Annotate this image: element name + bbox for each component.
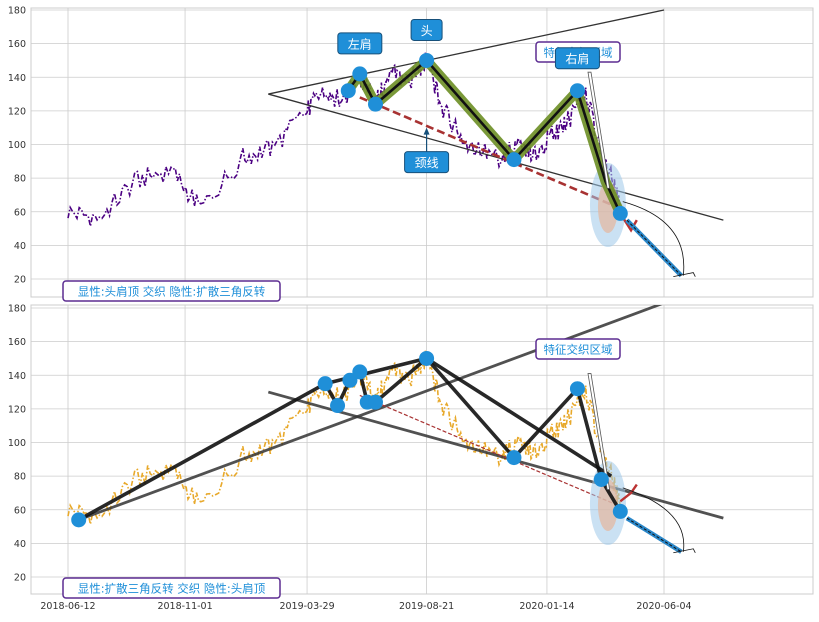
y-tick-label: 60 bbox=[14, 505, 26, 516]
pattern-node bbox=[506, 152, 522, 168]
pattern-label-text: 头 bbox=[421, 24, 433, 38]
x-tick-label: 2020-01-14 bbox=[519, 601, 574, 612]
chart-content bbox=[67, 9, 724, 278]
triangle-upper-line bbox=[268, 9, 665, 95]
y-tick-label: 100 bbox=[8, 438, 26, 449]
pattern-node bbox=[593, 471, 609, 487]
pattern-node bbox=[506, 450, 522, 466]
pattern-node bbox=[569, 381, 585, 397]
region-annotation-text: 特征交织区域 bbox=[544, 343, 613, 357]
projection-arc bbox=[622, 201, 685, 276]
pattern-summary-text: 显性:扩散三角反转 交织 隐性:头肩顶 bbox=[78, 582, 266, 596]
y-tick-label: 140 bbox=[8, 73, 26, 84]
region-annotation-box bbox=[535, 338, 621, 360]
pattern-label-text: 左肩 bbox=[348, 36, 372, 51]
y-tick-label: 40 bbox=[14, 539, 26, 550]
y-tick-label: 100 bbox=[8, 140, 26, 151]
neckline bbox=[359, 394, 621, 507]
pattern-label: 颈线 bbox=[404, 127, 450, 174]
y-tick-label: 40 bbox=[14, 241, 26, 252]
pattern-summary-box bbox=[62, 577, 281, 599]
pattern-node bbox=[419, 52, 435, 68]
pattern-node bbox=[317, 376, 333, 392]
x-tick-label: 2019-03-29 bbox=[279, 601, 334, 612]
y-tick-label: 140 bbox=[8, 371, 26, 382]
pattern-label-box bbox=[337, 32, 383, 55]
y-tick-label: 20 bbox=[14, 275, 26, 286]
triangle-lower-line bbox=[268, 93, 724, 221]
y-tick-label: 180 bbox=[8, 6, 26, 17]
pattern-node bbox=[342, 372, 358, 388]
pattern-summary-label: 显性:扩散三角反转 交织 隐性:头肩顶 bbox=[62, 577, 281, 599]
pattern-node bbox=[71, 512, 87, 528]
neckline-pointer-head bbox=[423, 127, 430, 135]
pattern-node bbox=[612, 205, 628, 221]
pattern-node bbox=[340, 83, 356, 99]
pattern-node bbox=[367, 96, 383, 112]
x-tick-label: 2019-08-21 bbox=[399, 601, 454, 612]
x-tick-label: 2018-11-01 bbox=[157, 601, 212, 612]
pattern-label: 左肩 bbox=[337, 32, 383, 55]
breakdown-segment bbox=[619, 483, 638, 503]
triangle-lower-line bbox=[267, 390, 724, 520]
region-pointer-arrow bbox=[587, 71, 611, 189]
pattern-label-box bbox=[554, 47, 600, 70]
pattern-label: 右肩 bbox=[554, 47, 600, 70]
pattern-node bbox=[612, 503, 628, 519]
projection-arc bbox=[622, 487, 685, 552]
projection-target-mark bbox=[673, 548, 696, 554]
y-tick-label: 20 bbox=[14, 573, 26, 584]
projection-line bbox=[626, 219, 682, 276]
y-tick-label: 80 bbox=[14, 472, 26, 483]
pattern-node bbox=[569, 83, 585, 99]
pattern-node bbox=[419, 350, 435, 366]
pattern-label-text: 右肩 bbox=[565, 51, 589, 66]
pattern-node bbox=[330, 398, 346, 414]
pattern-summary-label: 显性:头肩顶 交织 隐性:扩散三角反转 bbox=[62, 280, 281, 302]
y-tick-label: 60 bbox=[14, 207, 26, 218]
y-tick-label: 120 bbox=[8, 106, 26, 117]
feature-region-inner bbox=[597, 479, 618, 532]
projection-line bbox=[626, 517, 682, 553]
pattern-node bbox=[352, 364, 368, 380]
pattern-summary-text: 显性:头肩顶 交织 隐性:扩散三角反转 bbox=[78, 285, 266, 299]
y-tick-label: 80 bbox=[14, 174, 26, 185]
region-pointer-arrow bbox=[587, 373, 611, 490]
projection-target-mark bbox=[673, 272, 696, 278]
pattern-label: 头 bbox=[410, 18, 443, 41]
pattern-label-text: 颈线 bbox=[415, 156, 439, 170]
y-tick-label: 120 bbox=[8, 404, 26, 415]
x-tick-label: 2018-06-12 bbox=[40, 601, 95, 612]
y-tick-label: 160 bbox=[8, 39, 26, 50]
price-series-line bbox=[67, 350, 622, 525]
plot-area bbox=[30, 304, 814, 595]
y-tick-label: 160 bbox=[8, 337, 26, 348]
neckline bbox=[359, 96, 621, 210]
pattern-summary-box bbox=[62, 280, 281, 302]
x-tick-label: 2020-06-04 bbox=[636, 601, 691, 612]
pattern-node bbox=[352, 66, 368, 82]
y-tick-label: 180 bbox=[8, 304, 26, 315]
region-annotation: 特征交织区域 bbox=[535, 338, 621, 360]
pattern-label-box bbox=[410, 18, 443, 41]
pattern-node bbox=[367, 394, 383, 410]
